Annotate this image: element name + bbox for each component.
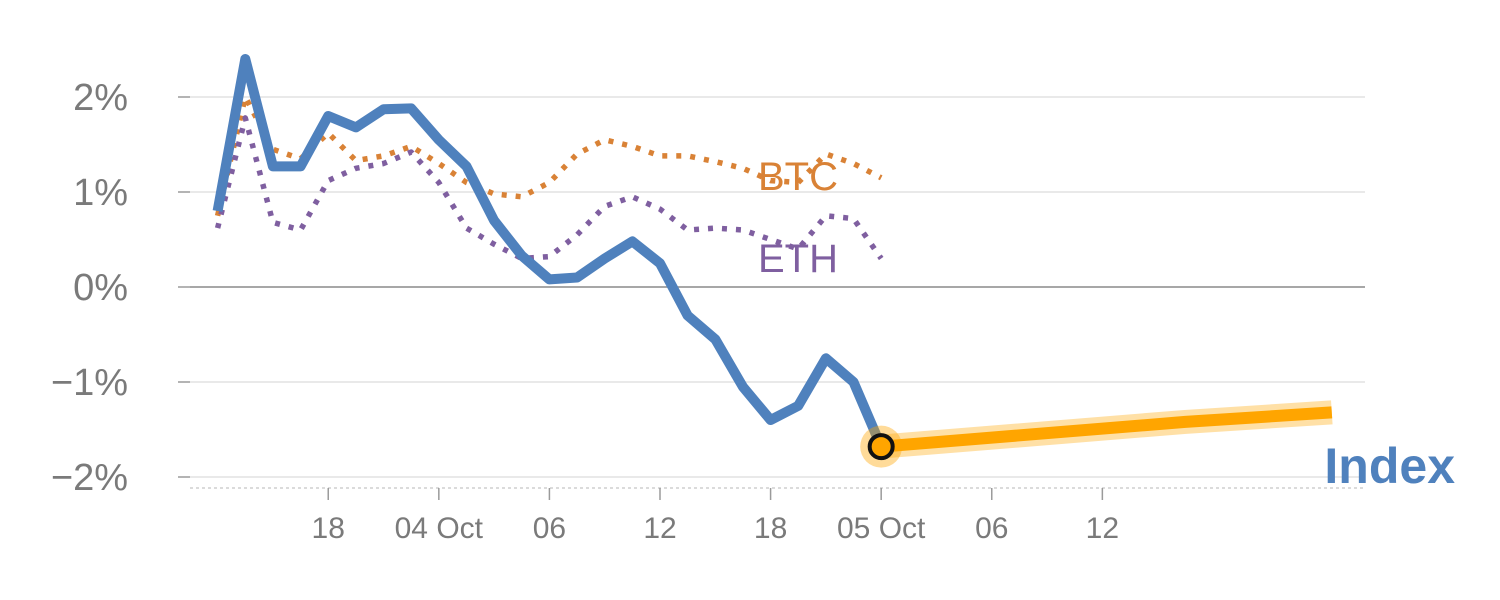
series-label-btc: BTC [758,155,838,199]
x-tick-label: 04 Oct [395,512,484,545]
x-tick-label: 12 [1086,512,1119,545]
x-tick-label: 12 [643,512,676,545]
forecast-band-line [880,406,1333,453]
y-tick-label: 1% [73,172,128,214]
x-tick-label: 18 [754,512,787,545]
axis-layer: −2% −1% 0% 1% 2% 18 04 Oct 06 12 18 05 Oct 06 12 [51,77,1365,545]
x-tick-label: 18 [312,512,345,545]
x-tick-label: 06 [533,512,566,545]
x-tick-label: 06 [975,512,1008,545]
series-line-btc [214,94,883,217]
current-point-marker [867,433,895,461]
y-tick-label: −1% [51,362,128,404]
series-label-index: Index [1324,438,1455,494]
series-line-index [212,54,886,449]
y-tick-label: 2% [73,77,128,119]
y-tick-label: −2% [51,457,128,499]
label-layer: BTC ETH Index [758,155,1455,494]
grid-layer [190,96,1365,478]
series-layer [212,54,1333,468]
x-tick-label: 05 Oct [837,512,926,545]
series-label-eth: ETH [758,237,838,281]
y-tick-label: 0% [73,267,128,309]
